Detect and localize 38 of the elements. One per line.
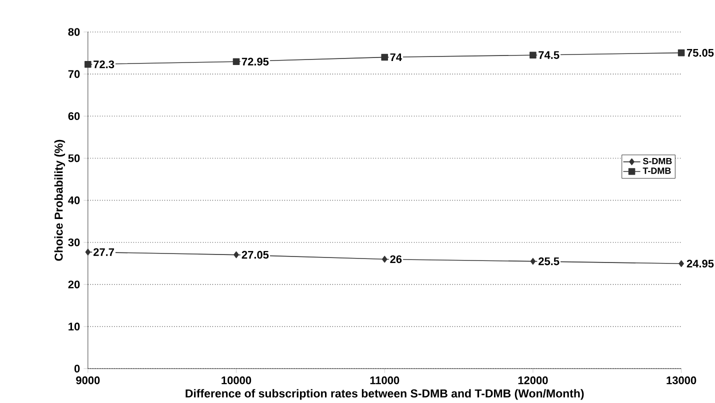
x-tick-label: 11000 (370, 376, 400, 384)
data-label: 25.5 (538, 257, 560, 266)
point (84, 60, 92, 68)
data-label: 75.05 (686, 48, 714, 57)
point (381, 54, 388, 61)
y-axis-title: Choice Probability (%) (54, 140, 66, 261)
y-tick-label: 20 (68, 280, 80, 288)
data-label: 74.5 (538, 51, 560, 59)
point (85, 248, 91, 256)
point (530, 52, 536, 58)
x-tick-label: 10000 (222, 376, 252, 384)
data-label: 27.05 (242, 250, 269, 259)
y-tick-label: 60 (68, 112, 80, 120)
data-label: 27.7 (93, 248, 114, 256)
data-label: 72.3 (94, 60, 114, 68)
point (382, 256, 388, 263)
data-label: 72.95 (242, 58, 269, 66)
data-label: 24.95 (686, 260, 714, 268)
y-tick-label: 70 (68, 70, 80, 78)
data-label: 74 (390, 53, 402, 61)
y-tick-label: 50 (68, 154, 80, 162)
point (530, 258, 536, 265)
data-label: 26 (390, 255, 402, 264)
legend-label: S-DMB (642, 158, 672, 164)
point (232, 58, 240, 65)
y-tick-label: 0 (74, 364, 80, 372)
y-tick-label: 10 (68, 322, 80, 330)
legend-label: T-DMB (642, 168, 671, 174)
y-tick-label: 80 (68, 28, 80, 36)
point (678, 260, 684, 267)
x-tick-label: 9000 (76, 376, 100, 384)
y-tick-label: 40 (68, 196, 80, 204)
y-tick-label: 30 (68, 238, 80, 246)
point (678, 49, 685, 56)
x-tick-label: 12000 (518, 376, 548, 384)
x-axis-title: Difference of subscription rates between S-DMB and T-DMB (Won/Month) (186, 389, 584, 400)
point (234, 251, 239, 258)
x-tick-label: 13000 (666, 376, 696, 384)
